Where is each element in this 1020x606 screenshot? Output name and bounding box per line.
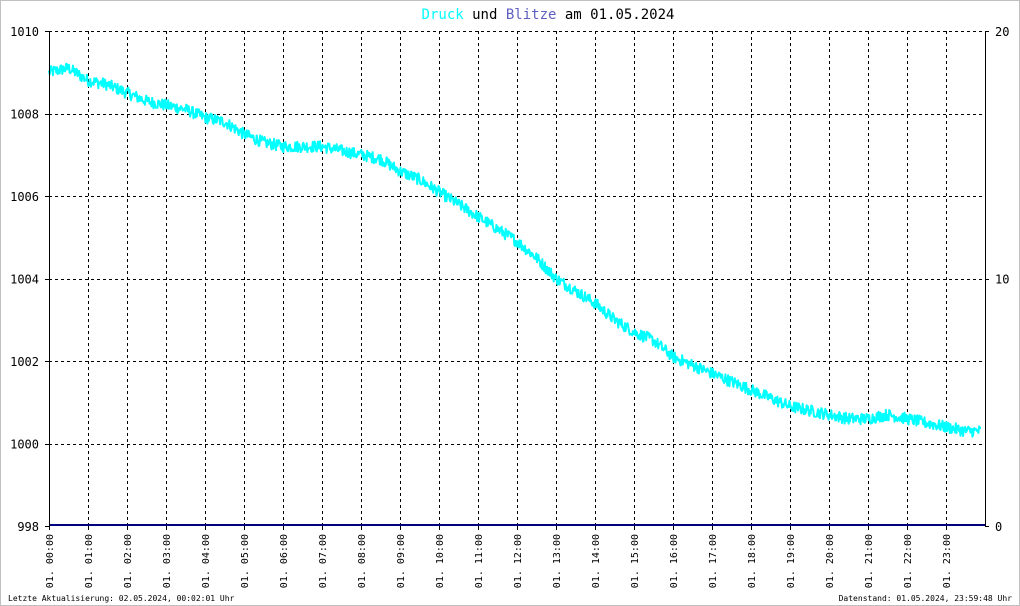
- title-und: und: [464, 7, 506, 23]
- left-tick-label: 1006: [10, 190, 39, 204]
- x-tick-label: 01. 11:00: [474, 534, 485, 588]
- x-tick-label: 01. 14:00: [591, 534, 602, 588]
- right-tick-label: 20: [995, 25, 1009, 39]
- left-tick-label: 1002: [10, 355, 39, 369]
- left-tick-label: 998: [17, 520, 39, 534]
- x-tick-label: 01. 15:00: [630, 534, 641, 588]
- left-tick-label: 1010: [10, 25, 39, 39]
- x-tick-label: 01. 03:00: [162, 534, 173, 588]
- x-tick-label: 01. 04:00: [201, 534, 212, 588]
- x-tick-label: 01. 21:00: [864, 534, 875, 588]
- x-tick-label: 01. 10:00: [435, 534, 446, 588]
- x-tick-label: 01. 20:00: [825, 534, 836, 588]
- title-druck: Druck: [422, 7, 465, 23]
- footer-data-state: Datenstand: 01.05.2024, 23:59:48 Uhr: [839, 594, 1013, 603]
- x-tick-label: 01. 09:00: [396, 534, 407, 588]
- x-tick-label: 01. 13:00: [552, 534, 563, 588]
- x-tick-label: 01. 22:00: [903, 534, 914, 588]
- x-tick-label: 01. 08:00: [357, 534, 368, 588]
- plot-frame: [49, 31, 986, 526]
- x-tick-label: 01. 02:00: [123, 534, 134, 588]
- right-tick-label: 0: [995, 520, 1002, 534]
- left-tick-label: 1004: [10, 273, 39, 287]
- axes: 998 1000 1002 1004 1006 1008 1010 0 10 20 01. 00:0…: [10, 25, 1009, 588]
- x-tick-label: 01. 12:00: [513, 534, 524, 588]
- grid: [49, 31, 985, 526]
- chart-title: Druck und Blitze am 01.05.2024: [422, 7, 675, 23]
- x-tick-label: 01. 18:00: [747, 534, 758, 588]
- left-tick-label: 1000: [10, 438, 39, 452]
- series-layer: [48, 62, 985, 526]
- footer-last-update: Letzte Aktualisierung: 02.05.2024, 00:02…: [8, 594, 235, 603]
- title-date: am 01.05.2024: [556, 7, 674, 23]
- x-tick-label: 01. 23:00: [942, 534, 953, 588]
- series-druck-line: [48, 62, 982, 438]
- x-tick-label: 01. 01:00: [84, 534, 95, 588]
- x-tick-label: 01. 06:00: [279, 534, 290, 588]
- title-blitze: Blitze: [506, 7, 557, 23]
- x-tick-label: 01. 05:00: [240, 534, 251, 588]
- x-tick-label: 01. 00:00: [45, 534, 56, 588]
- x-tick-label: 01. 17:00: [708, 534, 719, 588]
- x-tick-label: 01. 19:00: [786, 534, 797, 588]
- x-tick-label: 01. 16:00: [669, 534, 680, 588]
- x-tick-label: 01. 07:00: [318, 534, 329, 588]
- right-tick-label: 10: [995, 273, 1009, 287]
- left-tick-label: 1008: [10, 108, 39, 122]
